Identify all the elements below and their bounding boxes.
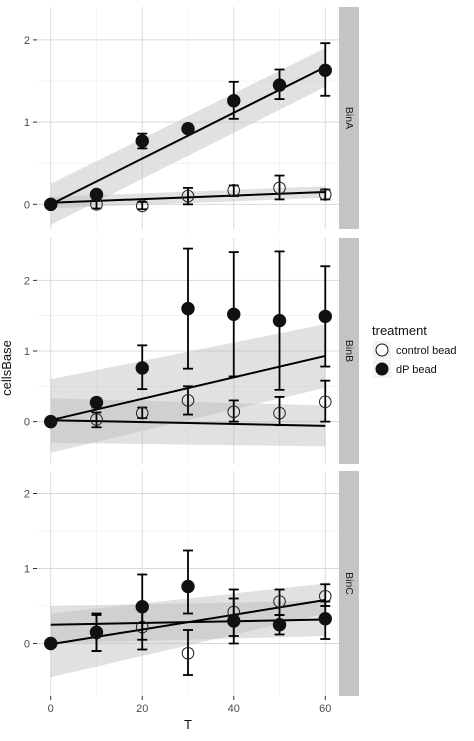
facet-strip <box>339 238 359 464</box>
data-point-control-bead <box>90 413 103 426</box>
facet-strip <box>339 7 359 229</box>
data-point-dp-bead <box>135 134 149 148</box>
data-point-control-bead <box>273 406 286 420</box>
y-tick-label: 2 <box>24 35 30 47</box>
data-point-control-bead <box>181 646 195 660</box>
data-point-control-bead <box>135 406 149 420</box>
data-point-dp-bead <box>89 395 104 410</box>
facet-panel-binc <box>33 471 359 696</box>
y-tick-label: 1 <box>24 346 30 358</box>
data-point-control-bead <box>135 199 149 213</box>
data-point-control-bead <box>318 188 332 201</box>
y-tick-label: 0 <box>24 199 30 211</box>
facet-strip <box>339 471 359 696</box>
legend-title: treatment <box>372 323 427 338</box>
data-point-dp-bead <box>44 197 58 212</box>
x-tick-label: 40 <box>228 703 240 715</box>
data-point-dp-bead <box>227 307 241 321</box>
legend-marker-control-bead <box>375 343 389 357</box>
y-tick-label: 0 <box>24 417 30 429</box>
facet-panel-binb <box>33 238 359 464</box>
x-tick-label: 20 <box>136 703 148 715</box>
data-point-control-bead <box>273 595 286 608</box>
x-tick-label: 0 <box>48 703 54 715</box>
facet-strip-label: BinA <box>343 107 355 129</box>
legend-label: control bead <box>396 345 457 357</box>
data-point-dp-bead <box>227 614 241 628</box>
x-tick-label: 60 <box>319 703 331 715</box>
y-tick-label: 2 <box>24 275 30 287</box>
data-point-control-bead <box>181 394 195 407</box>
data-point-control-bead <box>181 189 195 203</box>
data-point-control-bead <box>273 181 286 195</box>
y-tick-label: 2 <box>24 489 30 501</box>
data-point-dp-bead <box>318 612 332 626</box>
data-point-dp-bead <box>227 94 241 108</box>
data-point-dp-bead <box>318 63 332 78</box>
data-point-dp-bead <box>318 309 332 324</box>
data-point-dp-bead <box>181 301 195 316</box>
data-point-dp-bead <box>89 187 104 202</box>
y-tick-label: 1 <box>24 564 30 576</box>
data-point-dp-bead <box>272 618 287 632</box>
legend-marker-dp-bead <box>375 362 389 376</box>
data-point-control-bead <box>227 184 241 197</box>
data-point-dp-bead <box>181 121 195 136</box>
y-axis-title: cellsBase <box>0 340 14 396</box>
data-point-dp-bead <box>89 625 104 639</box>
facet-strip-label: BinB <box>343 340 355 362</box>
x-axis-title: T <box>184 717 192 732</box>
data-point-dp-bead <box>181 579 195 594</box>
data-point-dp-bead <box>44 636 58 651</box>
data-point-dp-bead <box>44 414 58 429</box>
data-point-control-bead <box>227 405 241 419</box>
y-tick-label: 0 <box>24 639 30 651</box>
data-point-dp-bead <box>272 313 287 328</box>
data-point-dp-bead <box>135 361 149 375</box>
facet-panel-bina <box>33 7 359 229</box>
y-tick-label: 1 <box>24 117 30 129</box>
data-point-dp-bead <box>272 78 287 92</box>
data-point-control-bead <box>318 395 332 409</box>
legend-label: dP bead <box>396 364 437 376</box>
data-point-dp-bead <box>135 600 149 614</box>
facet-strip-label: BinC <box>343 572 355 595</box>
